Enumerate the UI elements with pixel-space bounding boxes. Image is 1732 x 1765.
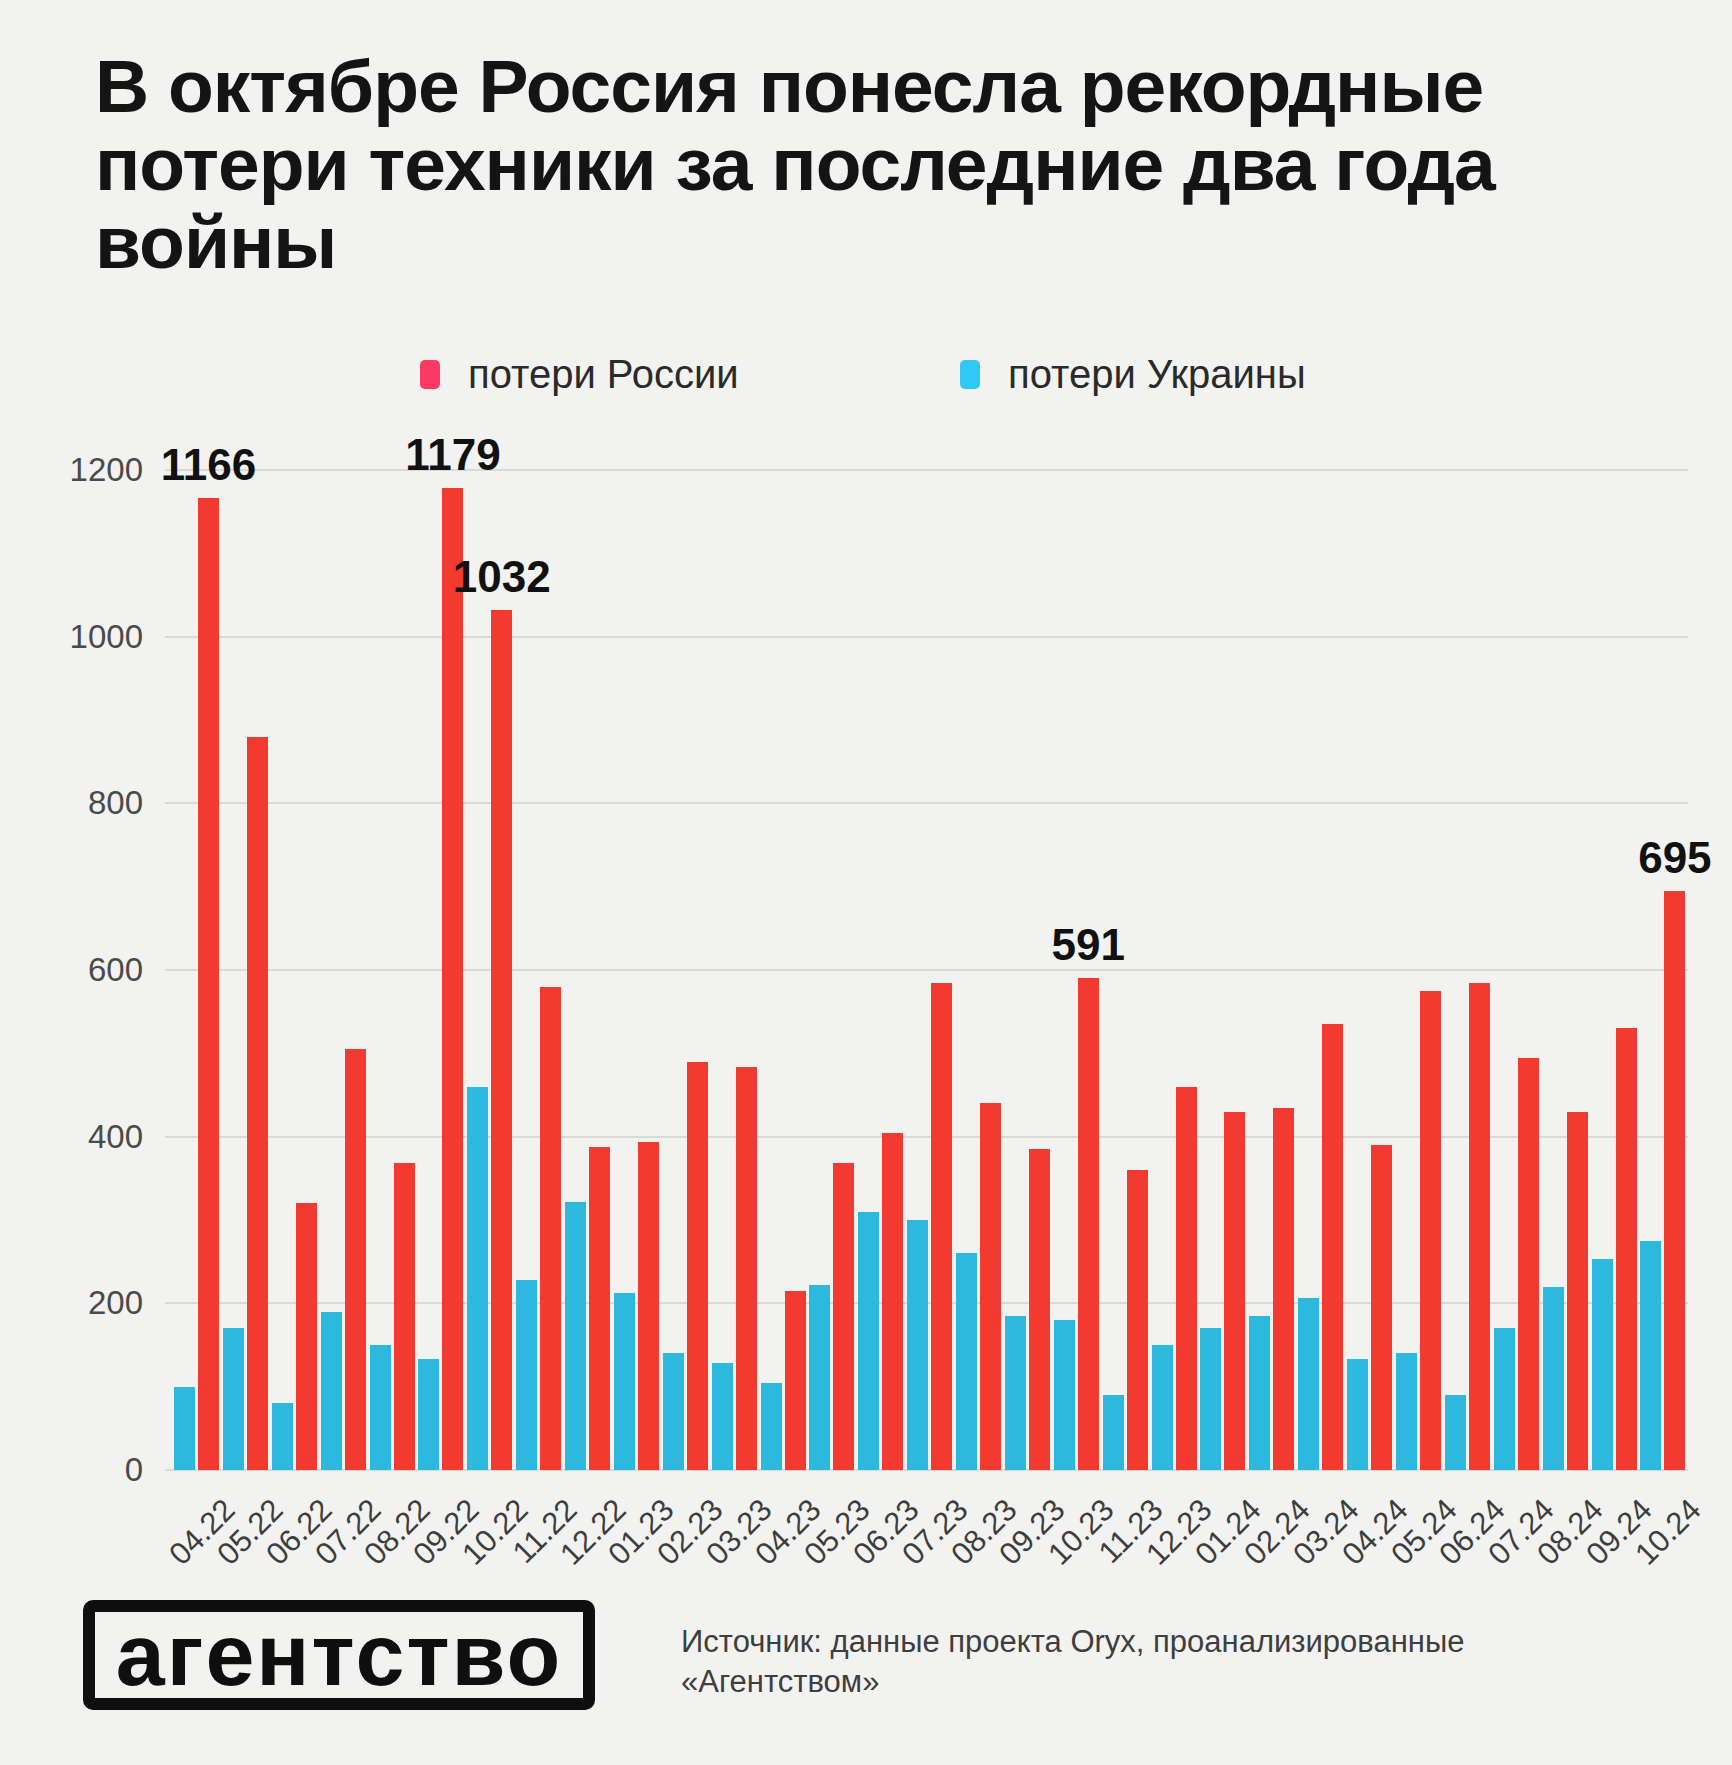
value-label-04.22: 1166 xyxy=(161,440,256,490)
source-line-2: «Агентством» xyxy=(681,1662,1464,1702)
bar-ukraine-05.24 xyxy=(1396,1353,1417,1470)
y-axis-label-1200: 1200 xyxy=(33,449,143,491)
bar-ukraine-11.23 xyxy=(1103,1395,1124,1470)
bar-russia-06.23 xyxy=(882,1133,903,1471)
legend-swatch-ukraine xyxy=(960,360,980,389)
bar-russia-01.23 xyxy=(638,1142,659,1470)
bar-ukraine-02.24 xyxy=(1249,1316,1270,1470)
y-axis-label-200: 200 xyxy=(33,1282,143,1324)
bar-russia-06.22 xyxy=(296,1203,317,1470)
bar-ukraine-01.24 xyxy=(1200,1328,1221,1470)
legend-label-ukraine: потери Украины xyxy=(1008,352,1306,397)
y-axis-label-1000: 1000 xyxy=(33,616,143,658)
bar-ukraine-10.24 xyxy=(1640,1241,1661,1470)
bar-russia-07.24 xyxy=(1518,1058,1539,1471)
bar-ukraine-06.24 xyxy=(1445,1395,1466,1470)
bar-russia-03.23 xyxy=(736,1067,757,1470)
bar-russia-05.24 xyxy=(1420,991,1441,1470)
bar-russia-11.23 xyxy=(1127,1170,1148,1470)
bar-russia-04.24 xyxy=(1371,1145,1392,1470)
source-line-1: Источник: данные проекта Oryx, проанализ… xyxy=(681,1622,1464,1662)
bar-russia-09.23 xyxy=(1029,1149,1050,1470)
bar-ukraine-12.22 xyxy=(565,1202,586,1470)
y-axis-label-600: 600 xyxy=(33,949,143,991)
value-label-10.23: 591 xyxy=(1052,920,1125,970)
bar-ukraine-06.22 xyxy=(272,1403,293,1470)
bar-russia-10.23 xyxy=(1078,978,1099,1471)
bar-ukraine-06.23 xyxy=(858,1212,879,1470)
agentstvo-logo-text: агентство xyxy=(116,1604,562,1706)
bar-ukraine-10.23 xyxy=(1054,1320,1075,1470)
bar-ukraine-09.24 xyxy=(1592,1259,1613,1470)
gridline-1200 xyxy=(165,469,1688,471)
bar-russia-05.23 xyxy=(833,1163,854,1470)
bar-russia-11.22 xyxy=(540,987,561,1470)
bar-russia-07.23 xyxy=(931,983,952,1471)
bar-russia-04.22 xyxy=(198,498,219,1470)
bar-ukraine-05.22 xyxy=(223,1328,244,1470)
bar-ukraine-03.23 xyxy=(712,1363,733,1470)
agentstvo-logo: агентство xyxy=(83,1600,595,1710)
legend-item-ukraine: потери Украины xyxy=(960,358,1306,390)
bar-russia-04.23 xyxy=(785,1291,806,1470)
source-note: Источник: данные проекта Oryx, проанализ… xyxy=(681,1622,1464,1702)
bar-ukraine-05.23 xyxy=(809,1285,830,1470)
bar-ukraine-09.23 xyxy=(1005,1316,1026,1470)
title-line-1: В октябре Россия понесла рекордные xyxy=(95,47,1495,125)
bar-ukraine-09.22 xyxy=(418,1359,439,1470)
bar-russia-09.24 xyxy=(1616,1028,1637,1470)
bar-russia-12.22 xyxy=(589,1147,610,1470)
bar-russia-08.24 xyxy=(1567,1112,1588,1470)
bar-ukraine-08.24 xyxy=(1543,1287,1564,1470)
bar-ukraine-10.22 xyxy=(467,1087,488,1470)
gridline-600 xyxy=(165,969,1688,971)
bar-ukraine-04.22 xyxy=(174,1387,195,1470)
gridline-800 xyxy=(165,802,1688,804)
bar-russia-10.22 xyxy=(491,610,512,1470)
bar-ukraine-01.23 xyxy=(614,1293,635,1470)
bar-ukraine-07.23 xyxy=(907,1220,928,1470)
bar-russia-12.23 xyxy=(1176,1087,1197,1470)
gridline-400 xyxy=(165,1136,1688,1138)
title-line-2: потери техники за последние два года xyxy=(95,125,1495,203)
bar-russia-03.24 xyxy=(1322,1024,1343,1470)
bar-russia-08.23 xyxy=(980,1103,1001,1470)
value-label-10.24: 695 xyxy=(1638,833,1711,883)
legend-item-russia: потери России xyxy=(420,358,739,390)
y-axis-label-0: 0 xyxy=(33,1449,143,1491)
title-line-3: войны xyxy=(95,203,1495,281)
bar-ukraine-08.22 xyxy=(370,1345,391,1470)
y-axis-label-800: 800 xyxy=(33,782,143,824)
bar-ukraine-11.22 xyxy=(516,1280,537,1470)
bar-russia-08.22 xyxy=(394,1163,415,1470)
gridline-1000 xyxy=(165,636,1688,638)
legend-label-russia: потери России xyxy=(468,352,739,397)
chart-title: В октябре Россия понесла рекордные потер… xyxy=(95,47,1495,281)
infographic: В октябре Россия понесла рекордные потер… xyxy=(0,0,1732,1765)
bar-russia-02.24 xyxy=(1273,1108,1294,1471)
bar-russia-02.23 xyxy=(687,1062,708,1470)
bar-russia-10.24 xyxy=(1664,891,1685,1470)
bar-ukraine-12.23 xyxy=(1152,1345,1173,1470)
legend-swatch-russia xyxy=(420,360,440,389)
bar-ukraine-07.24 xyxy=(1494,1328,1515,1470)
bar-russia-01.24 xyxy=(1224,1112,1245,1470)
value-label-10.22: 1032 xyxy=(453,552,551,602)
bar-russia-09.22 xyxy=(442,488,463,1471)
y-axis-label-400: 400 xyxy=(33,1116,143,1158)
bar-ukraine-08.23 xyxy=(956,1253,977,1470)
value-label-09.22: 1179 xyxy=(405,430,500,480)
bar-ukraine-04.24 xyxy=(1347,1359,1368,1470)
bar-ukraine-02.23 xyxy=(663,1353,684,1470)
bar-ukraine-07.22 xyxy=(321,1312,342,1470)
bar-ukraine-03.24 xyxy=(1298,1298,1319,1471)
bar-russia-06.24 xyxy=(1469,983,1490,1471)
bar-ukraine-04.23 xyxy=(761,1383,782,1471)
bar-russia-05.22 xyxy=(247,737,268,1470)
bar-russia-07.22 xyxy=(345,1049,366,1470)
